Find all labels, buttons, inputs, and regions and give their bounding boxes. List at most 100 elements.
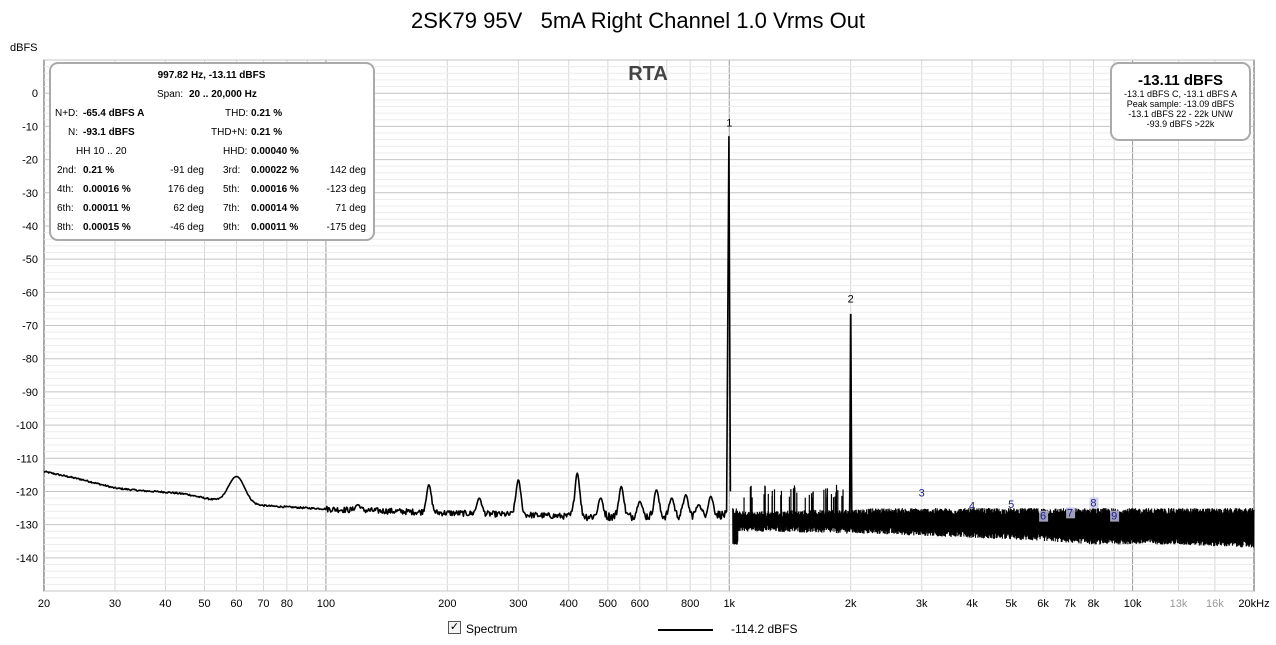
harmonic-label: 8th: <box>57 222 74 233</box>
harmonic-label: 7th: <box>223 203 240 214</box>
x-tick-label: 200 <box>438 598 456 610</box>
x-tick-label: 4k <box>966 598 978 610</box>
spectrum-line-noise <box>732 507 1255 548</box>
harmonic-label: 4th: <box>57 184 74 195</box>
harmonic-marker-box <box>1110 510 1120 522</box>
y-tick-label: -30 <box>22 188 38 200</box>
harmonic-phase: -91 deg <box>170 165 204 176</box>
y-tick-label: -20 <box>22 155 38 167</box>
x-tick-label: 800 <box>681 598 699 610</box>
level-panel: -13.11 dBFS -13.1 dBFS C, -13.1 dBFS A P… <box>1110 62 1251 141</box>
harmonic-marker-2: 2 <box>848 293 854 305</box>
harmonic-label: 2nd: <box>57 165 77 176</box>
y-tick-label: 0 <box>32 88 38 100</box>
harmonic-label: 9th: <box>223 222 240 233</box>
harmonic-label: 3rd: <box>223 165 241 176</box>
spectrum-checkbox[interactable]: ✓ <box>448 621 461 634</box>
y-tick-label: -10 <box>22 121 38 133</box>
y-tick-label: -110 <box>17 453 38 465</box>
harmonic-marker-6: 6 <box>1040 511 1046 523</box>
x-tick-label: 6k <box>1037 598 1049 610</box>
y-tick-labels: 0 -10 -20 -30 -40 -50 -60 -70 -80 -90 -100 -110 -120… <box>16 88 38 565</box>
y-tick-label: -60 <box>22 287 38 299</box>
n-value: -93.1 dBFS <box>83 127 135 138</box>
level-line-4: -93.9 dBFS >22k <box>1146 119 1215 129</box>
harmonic-phase: 62 deg <box>173 203 204 214</box>
level-line-1: -13.1 dBFS C, -13.1 dBFS A <box>1123 89 1238 99</box>
y-tick-label: -140 <box>16 553 38 565</box>
x-tick-label: 5k <box>1005 598 1017 610</box>
y-tick-label: -70 <box>22 321 38 333</box>
legend: ✓ Spectrum -114.2 dBFS <box>0 620 1276 640</box>
harmonic-phase: 71 deg <box>335 203 366 214</box>
harmonic-phase: -123 deg <box>326 184 366 195</box>
hhd-value: 0.00040 % <box>251 146 299 157</box>
spectrum-label[interactable]: Spectrum <box>466 622 518 636</box>
harmonic-marker-5: 5 <box>1008 499 1014 511</box>
level-line-2: Peak sample: -13.09 dBFS <box>1126 99 1235 109</box>
x-tick-label: 70 <box>257 598 269 610</box>
thd-value: 0.21 % <box>251 108 283 119</box>
harmonic-marker-box <box>1066 507 1076 519</box>
harmonic-markers: 1 2 3 4 5 6 7 8 9 <box>726 117 1120 523</box>
x-tick-label: 40 <box>159 598 171 610</box>
x-tick-label: 400 <box>560 598 578 610</box>
harmonic-marker-box <box>1089 497 1099 509</box>
harmonic-marker-8: 8 <box>1090 497 1096 509</box>
x-tick-label: 7k <box>1064 598 1076 610</box>
harmonic-value: 0.00011 % <box>83 203 131 214</box>
x-tick-label: 300 <box>509 598 527 610</box>
y-axis-label: dBFS <box>10 42 38 54</box>
spectrum-line-low <box>43 135 732 522</box>
thdn-label: THD+N: <box>211 127 248 138</box>
x-tick-label: 60 <box>230 598 242 610</box>
distortion-panel: 997.82 Hz, -13.11 dBFS Span: 20 .. 20,00… <box>49 62 375 241</box>
y-tick-label: -90 <box>22 387 38 399</box>
x-tick-labels: 20 30 40 50 60 70 80 100 200 300 400 500 600 800 1k 2k 3… <box>38 598 1270 610</box>
harmonic-value: 0.00016 % <box>83 184 131 195</box>
span-label: Span: <box>157 89 184 100</box>
harmonic-value: 0.00014 % <box>251 203 299 214</box>
y-tick-label: -40 <box>22 221 38 233</box>
x-tick-label: 8k <box>1088 598 1100 610</box>
harmonic-marker-box <box>1039 510 1049 522</box>
x-tick-label: 20kHz <box>1238 598 1269 610</box>
x-tick-label: 30 <box>109 598 121 610</box>
nd-label: N+D: <box>55 108 79 119</box>
harmonic-phase: 142 deg <box>329 165 366 176</box>
x-tick-label: 500 <box>599 598 617 610</box>
y-tick-label: -130 <box>16 520 38 532</box>
x-tick-label: 1k <box>723 598 735 610</box>
nd-value: -65.4 dBFS A <box>83 108 145 119</box>
legend-line-swatch <box>658 629 713 631</box>
span-value: 20 .. 20,000 Hz <box>189 89 257 100</box>
harmonic-phase: -175 deg <box>326 222 366 233</box>
x-tick-label: 50 <box>198 598 210 610</box>
y-tick-label: -80 <box>22 354 38 366</box>
legend-value: -114.2 dBFS <box>731 622 798 636</box>
harmonic-phase: 176 deg <box>167 184 204 195</box>
second-harmonic-spike <box>848 313 853 515</box>
x-tick-label: 80 <box>281 598 293 610</box>
x-tick-label: 20 <box>38 598 50 610</box>
rta-label: RTA <box>628 63 668 85</box>
x-tick-label: 600 <box>631 598 649 610</box>
level-main: -13.11 dBFS <box>1137 72 1224 89</box>
y-tick-label: -120 <box>16 486 38 498</box>
harmonic-marker-4: 4 <box>969 501 975 513</box>
y-tick-label: -100 <box>16 420 38 432</box>
hhd-label: HHD: <box>223 146 248 157</box>
thd-label: THD: <box>225 108 249 119</box>
harmonic-label: 6th: <box>57 203 74 214</box>
harmonic-label: 5th: <box>223 184 240 195</box>
x-tick-label: 10k <box>1124 598 1142 610</box>
n-label: N: <box>68 127 78 138</box>
x-tick-label: 3k <box>916 598 928 610</box>
chart-title: 2SK79 95V 5mA Right Channel 1.0 Vrms Out <box>410 8 866 33</box>
harmonic-value: 0.00015 % <box>83 222 131 233</box>
level-line-3: -13.1 dBFS 22 - 22k UNW <box>1128 109 1233 119</box>
x-tick-label: 2k <box>845 598 857 610</box>
harmonic-marker-9: 9 <box>1111 511 1117 523</box>
harmonic-marker-3: 3 <box>919 487 925 499</box>
